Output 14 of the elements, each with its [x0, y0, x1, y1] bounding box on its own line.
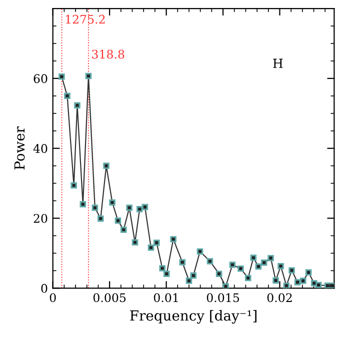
annotation: 1275.2	[66, 14, 105, 24]
x-tick-label: 0.02	[267, 293, 292, 302]
x-tick-label: 0	[50, 293, 56, 302]
x-axis-title: Frequency [day⁻¹]	[130, 310, 256, 324]
x-tick-label: 0.01	[154, 293, 178, 302]
y-tick-label: 60	[34, 74, 48, 84]
annotation: H	[273, 58, 283, 68]
y-axis-title: Power	[14, 126, 25, 170]
y-tick-label: 40	[33, 144, 48, 153]
y-tick-label: 20	[34, 214, 48, 223]
y-tick-label: 0	[41, 284, 48, 293]
annotation: 318.8	[92, 50, 124, 59]
x-tick-label: 0.005	[93, 293, 126, 302]
x-tick-label: 0.015	[206, 293, 239, 302]
